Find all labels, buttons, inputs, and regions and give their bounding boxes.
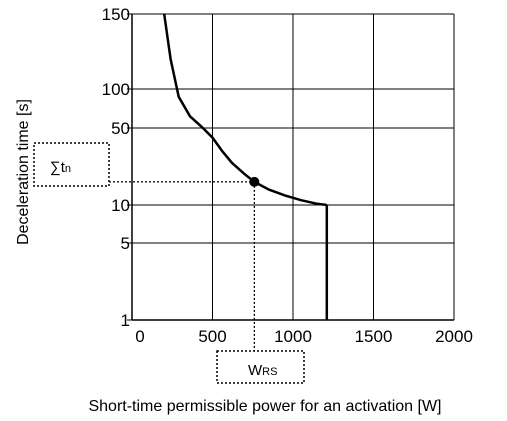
x-tick-label: 1500 bbox=[355, 327, 393, 346]
x-tick-label: 500 bbox=[198, 327, 226, 346]
y-tick-labels: 1 5 10 50 100 150 bbox=[102, 5, 130, 330]
axes bbox=[127, 13, 455, 321]
x-tick-label: 2000 bbox=[435, 327, 473, 346]
y-tick-label: 50 bbox=[111, 119, 130, 138]
grid bbox=[131, 14, 455, 320]
wrs-symbol: W bbox=[248, 362, 263, 379]
guide-lines bbox=[109, 181, 256, 351]
sum-tn-box bbox=[33, 142, 110, 187]
y-tick-label: 150 bbox=[102, 5, 130, 24]
wrs-label: WRS bbox=[248, 362, 277, 379]
sum-tn-symbol: ∑t bbox=[50, 159, 66, 176]
wrs-box bbox=[216, 350, 305, 384]
y-tick-label: 100 bbox=[102, 80, 130, 99]
series-curve bbox=[162, 13, 327, 207]
operating-point bbox=[249, 176, 260, 187]
sum-tn-subscript: n bbox=[65, 163, 71, 175]
sum-tn-label: ∑tn bbox=[50, 159, 71, 176]
x-tick-labels: 0 500 1000 1500 2000 bbox=[135, 327, 473, 346]
x-tick-label: 0 bbox=[135, 327, 144, 346]
x-tick-label: 1000 bbox=[274, 327, 312, 346]
y-tick-label: 1 bbox=[121, 311, 130, 330]
wrs-subscript: RS bbox=[262, 366, 277, 378]
y-tick-label: 10 bbox=[111, 196, 130, 215]
y-axis-title: Deceleration time [s] bbox=[15, 99, 32, 245]
x-axis-title: Short-time permissible power for an acti… bbox=[88, 398, 441, 415]
y-tick-label: 5 bbox=[121, 234, 130, 253]
